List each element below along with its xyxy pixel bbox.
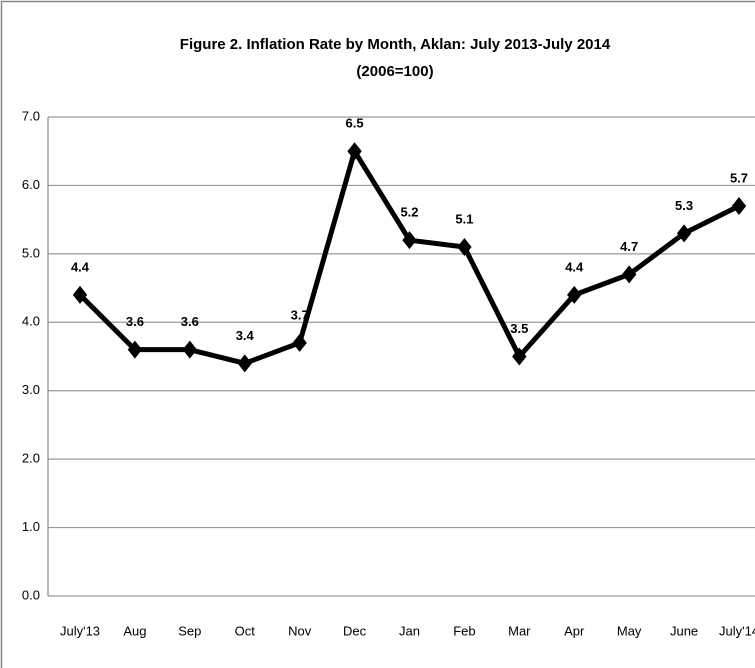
data-label: 5.3 — [675, 198, 693, 213]
x-tick-label: July'14 — [719, 623, 755, 638]
data-label: 3.4 — [236, 328, 255, 343]
x-tick-label: Oct — [235, 623, 256, 638]
x-tick-label: Nov — [288, 623, 312, 638]
marker — [72, 285, 88, 304]
y-tick-label: 5.0 — [22, 245, 40, 260]
x-tick-label: Sep — [178, 623, 201, 638]
marker — [676, 224, 692, 243]
data-label: 3.6 — [126, 314, 144, 329]
marker — [237, 354, 252, 373]
x-tick-label: Aug — [123, 623, 146, 638]
data-label: 5.1 — [455, 211, 473, 226]
y-tick-label: 0.0 — [22, 587, 40, 602]
x-tick-label: Jan — [399, 623, 420, 638]
marker — [457, 238, 472, 257]
data-label: 3.7 — [291, 307, 309, 322]
x-tick-label: May — [617, 623, 642, 638]
x-tick-label: Mar — [508, 623, 531, 638]
marker — [127, 340, 143, 359]
x-tick-label: July'13 — [60, 623, 100, 638]
data-label: 4.7 — [620, 239, 638, 254]
chart-subtitle: (2006=100) — [356, 63, 433, 80]
x-tick-label: June — [670, 623, 698, 638]
x-tick-label: Apr — [564, 623, 585, 638]
marker — [621, 265, 637, 284]
y-tick-label: 2.0 — [22, 451, 40, 466]
data-label: 4.4 — [71, 259, 90, 274]
marker — [402, 231, 417, 250]
data-label: 3.6 — [181, 314, 199, 329]
marker — [731, 196, 747, 215]
chart-title: Figure 2. Inflation Rate by Month, Aklan… — [180, 36, 611, 53]
data-label: 6.5 — [346, 116, 364, 131]
y-tick-label: 7.0 — [22, 108, 40, 123]
x-tick-label: Feb — [453, 623, 475, 638]
marker — [512, 347, 527, 366]
marker — [567, 285, 582, 304]
data-label: 3.5 — [510, 321, 528, 336]
data-label: 5.7 — [730, 170, 748, 185]
y-tick-label: 4.0 — [22, 314, 40, 329]
x-tick-label: Dec — [343, 623, 367, 638]
marker — [292, 333, 307, 352]
y-tick-label: 3.0 — [22, 382, 40, 397]
data-label: 5.2 — [400, 205, 418, 220]
data-label: 4.4 — [565, 259, 584, 274]
marker — [347, 142, 362, 161]
marker — [182, 340, 198, 359]
y-tick-label: 6.0 — [22, 177, 40, 192]
y-tick-label: 1.0 — [22, 519, 40, 534]
